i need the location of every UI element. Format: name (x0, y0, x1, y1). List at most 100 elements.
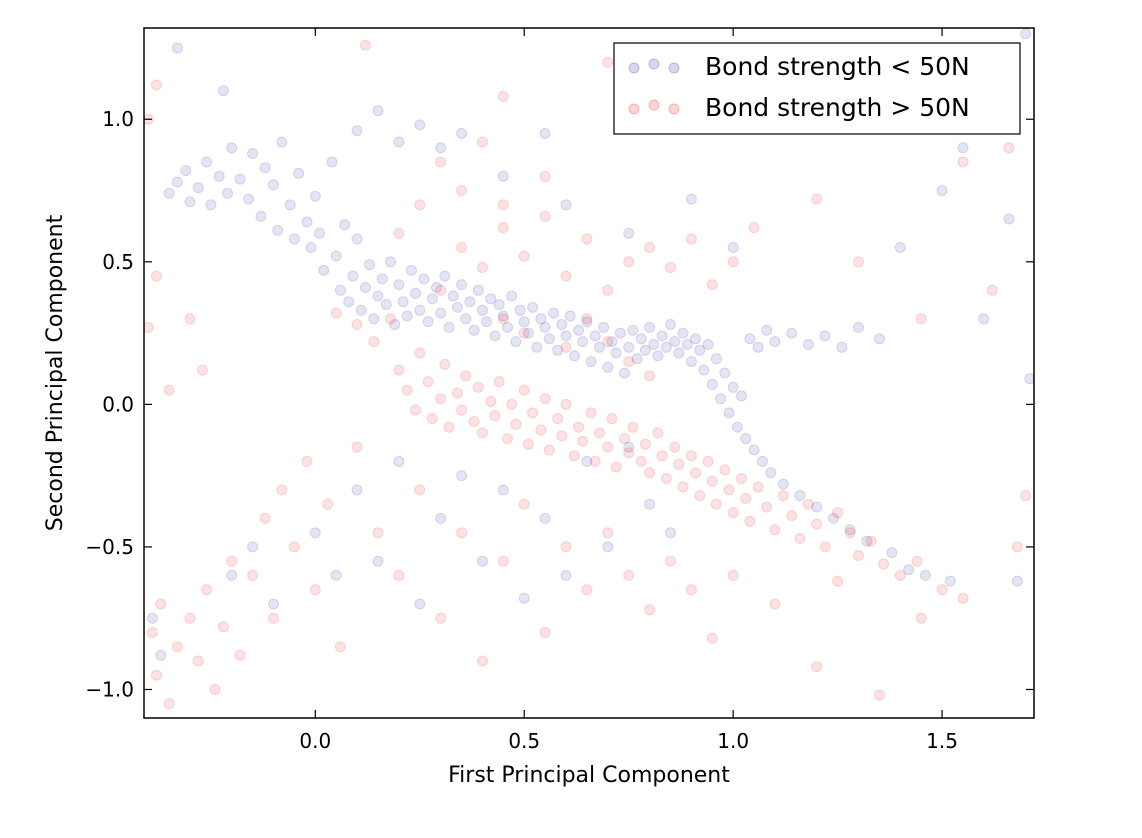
data-point-series-1 (301, 216, 313, 228)
data-point-series-1 (493, 299, 505, 311)
data-point-series-2 (894, 569, 906, 581)
data-point-series-1 (510, 336, 522, 348)
data-point-series-1 (502, 321, 513, 333)
data-point-series-2 (539, 170, 551, 182)
data-point-series-1 (318, 264, 330, 276)
data-point-series-2 (485, 396, 497, 407)
data-point-series-1 (305, 242, 317, 253)
data-point-series-2 (635, 455, 647, 467)
data-point-series-2 (740, 493, 752, 504)
data-point-series-1 (426, 293, 438, 305)
y-tick-label: 1.0 (102, 107, 134, 131)
data-point-series-2 (560, 341, 572, 353)
data-point-series-2 (644, 370, 656, 382)
data-point-series-1 (548, 307, 559, 319)
data-point-series-2 (702, 455, 714, 467)
data-point-series-2 (736, 473, 747, 484)
data-point-series-1 (581, 316, 593, 328)
data-point-series-2 (518, 498, 530, 510)
data-point-series-1 (468, 324, 480, 336)
data-point-series-1 (330, 250, 342, 262)
legend-marker-series-2 (628, 99, 680, 115)
data-point-series-2 (610, 461, 622, 473)
x-axis-label: First Principal Component (448, 763, 730, 788)
data-point-series-2 (665, 262, 676, 273)
data-points (144, 28, 1034, 710)
data-point-series-2 (794, 532, 806, 544)
data-point-series-2 (915, 612, 927, 624)
data-point-series-1 (727, 381, 739, 393)
data-point-series-1 (719, 367, 731, 379)
data-point-series-1 (648, 339, 660, 350)
data-point-series-1 (518, 316, 530, 328)
data-point-series-1 (665, 527, 676, 539)
data-point-series-2 (690, 467, 701, 479)
data-point-series-1 (736, 390, 747, 402)
data-point-series-1 (568, 350, 580, 362)
data-point-series-1 (623, 341, 635, 353)
data-point-series-2 (301, 455, 313, 467)
data-point-series-1 (456, 470, 468, 482)
data-point-series-1 (184, 196, 196, 208)
data-point-series-2 (518, 327, 530, 339)
data-point-series-2 (652, 427, 664, 439)
data-point-series-1 (589, 330, 601, 342)
data-point-series-2 (639, 438, 651, 450)
data-point-series-1 (694, 344, 706, 356)
data-point-series-2 (581, 313, 593, 325)
data-point-series-1 (623, 441, 635, 453)
data-point-series-1 (405, 264, 417, 276)
data-point-series-1 (393, 136, 405, 148)
data-point-series-1 (401, 310, 413, 322)
data-point-series-2 (276, 484, 288, 496)
data-point-series-2 (685, 584, 697, 596)
data-point-series-2 (685, 450, 697, 462)
data-point-series-1 (685, 193, 697, 205)
data-point-series-2 (748, 222, 760, 234)
data-point-series-1 (564, 310, 576, 322)
data-point-series-2 (506, 398, 518, 410)
legend-marker-point (668, 62, 680, 74)
data-point-series-2 (171, 641, 183, 653)
data-point-series-2 (489, 410, 501, 422)
data-point-series-1 (330, 569, 342, 581)
data-point-series-1 (744, 333, 756, 345)
legend-label-series-2: Bond strength > 50N (705, 93, 970, 122)
data-point-series-2 (234, 649, 246, 661)
x-tick-label: 0.5 (508, 729, 540, 753)
data-point-series-2 (602, 336, 614, 348)
data-point-series-1 (903, 564, 915, 576)
x-tick-label: 1.0 (717, 729, 749, 753)
data-point-series-1 (635, 333, 647, 345)
data-point-series-1 (226, 142, 238, 154)
data-point-series-1 (226, 569, 238, 581)
data-point-series-2 (518, 384, 530, 396)
data-point-series-1 (431, 282, 442, 293)
data-point-series-1 (351, 233, 363, 245)
data-point-series-1 (602, 541, 614, 553)
data-point-series-2 (644, 467, 656, 479)
data-point-series-2 (385, 313, 396, 325)
data-point-series-1 (213, 170, 225, 182)
data-point-series-2 (393, 364, 405, 376)
data-point-series-2 (184, 313, 196, 325)
data-point-series-1 (873, 333, 885, 345)
data-point-series-2 (602, 56, 614, 68)
data-point-series-2 (510, 418, 522, 430)
data-point-series-2 (472, 381, 484, 393)
data-point-series-1 (201, 156, 213, 168)
data-point-series-2 (435, 612, 447, 624)
data-point-series-2 (456, 527, 468, 539)
data-point-series-1 (339, 219, 351, 231)
data-point-series-1 (397, 296, 409, 308)
data-point-series-1 (414, 304, 426, 316)
data-point-series-2 (368, 336, 380, 348)
data-point-series-1 (560, 330, 572, 342)
data-point-series-1 (731, 421, 743, 433)
data-point-series-1 (752, 341, 764, 353)
data-point-series-2 (539, 210, 551, 222)
data-point-series-2 (727, 256, 739, 268)
data-point-series-2 (644, 604, 656, 616)
data-point-series-2 (719, 464, 731, 476)
data-point-series-1 (380, 299, 392, 311)
